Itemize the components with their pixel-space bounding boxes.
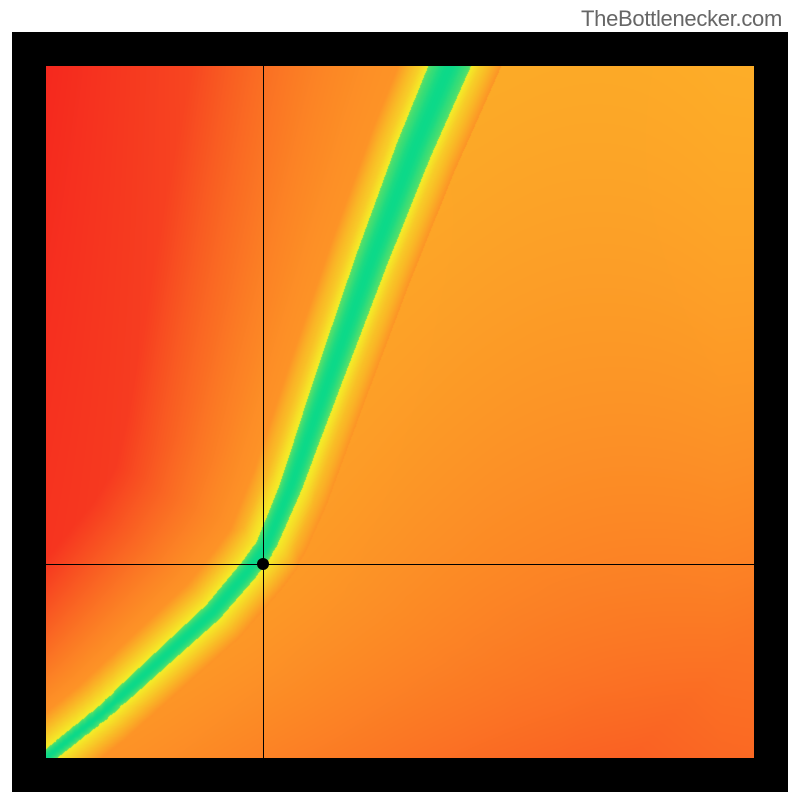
heatmap-canvas — [46, 66, 754, 758]
chart-container: TheBottlenecker.com — [0, 0, 800, 800]
crosshair-horizontal — [46, 564, 754, 565]
watermark-text: TheBottlenecker.com — [581, 6, 782, 32]
heatmap-plot — [46, 66, 754, 758]
crosshair-vertical — [263, 66, 264, 758]
